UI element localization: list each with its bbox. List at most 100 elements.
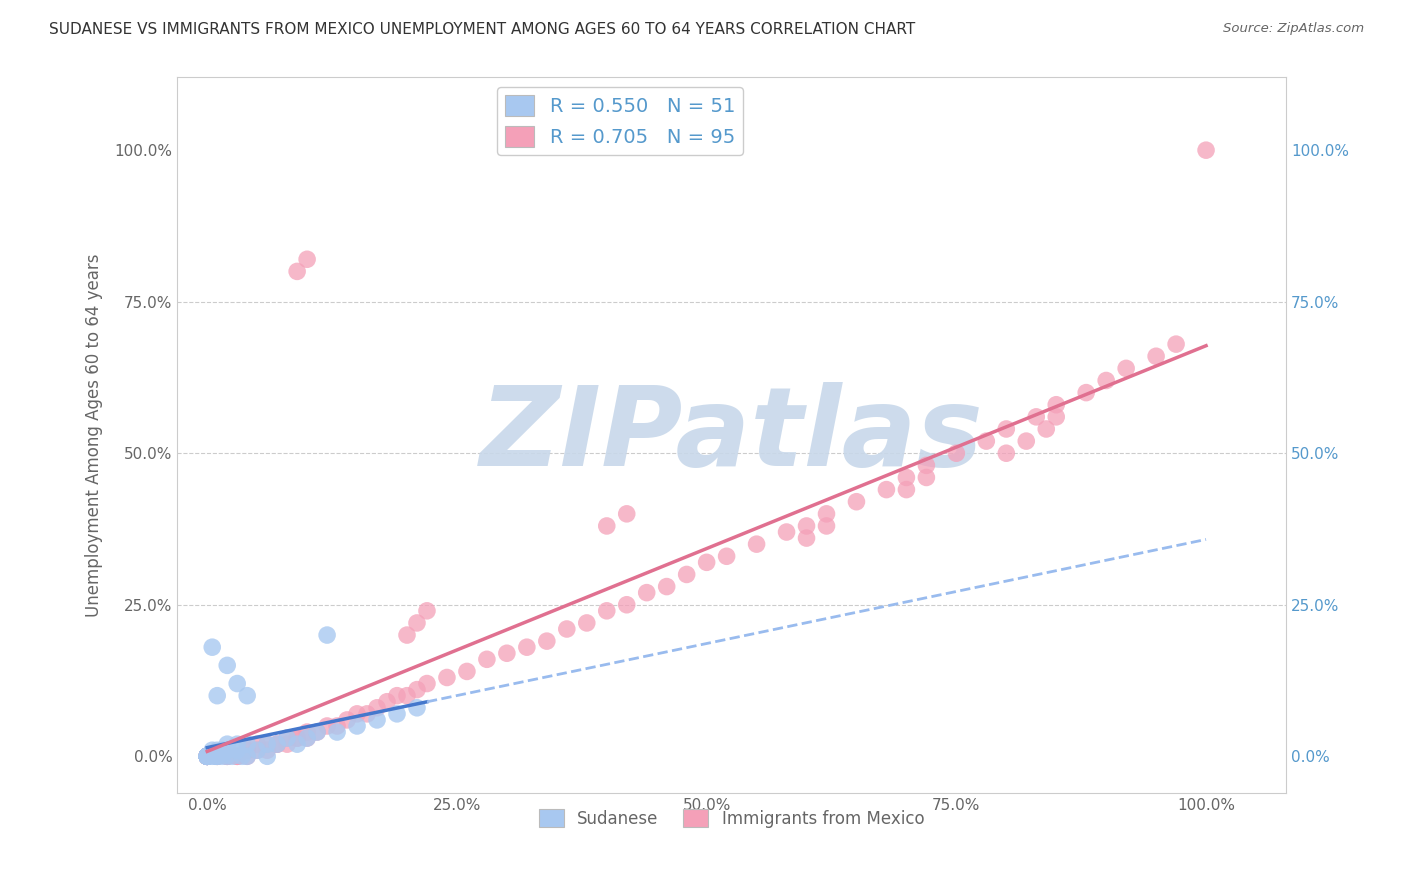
Point xyxy=(226,749,249,764)
Point xyxy=(226,737,249,751)
Legend: Sudanese, Immigrants from Mexico: Sudanese, Immigrants from Mexico xyxy=(531,803,931,834)
Point xyxy=(266,737,288,751)
Point xyxy=(221,749,243,764)
Point xyxy=(195,749,218,764)
Point xyxy=(775,524,797,539)
Point xyxy=(205,749,228,764)
Point xyxy=(195,749,218,764)
Point xyxy=(1164,337,1187,351)
Point xyxy=(395,628,418,642)
Point xyxy=(266,737,288,751)
Point xyxy=(236,749,259,764)
Point xyxy=(195,749,218,764)
Point xyxy=(195,749,218,764)
Point xyxy=(295,725,318,739)
Point xyxy=(226,749,249,764)
Point xyxy=(195,749,218,764)
Point xyxy=(416,604,439,618)
Point xyxy=(1076,385,1098,400)
Text: SUDANESE VS IMMIGRANTS FROM MEXICO UNEMPLOYMENT AMONG AGES 60 TO 64 YEARS CORREL: SUDANESE VS IMMIGRANTS FROM MEXICO UNEMP… xyxy=(49,22,915,37)
Point xyxy=(201,749,224,764)
Point xyxy=(346,706,368,721)
Point xyxy=(915,458,938,473)
Point xyxy=(815,519,838,533)
Point xyxy=(1035,422,1057,436)
Point xyxy=(596,519,619,533)
Point xyxy=(326,725,349,739)
Point xyxy=(745,537,768,551)
Point xyxy=(336,713,359,727)
Point xyxy=(1045,398,1067,412)
Point xyxy=(217,749,239,764)
Text: Source: ZipAtlas.com: Source: ZipAtlas.com xyxy=(1223,22,1364,36)
Point xyxy=(307,725,329,739)
Point xyxy=(195,749,218,764)
Point xyxy=(195,749,218,764)
Point xyxy=(596,604,619,618)
Point xyxy=(195,749,218,764)
Point xyxy=(316,719,339,733)
Point xyxy=(205,749,228,764)
Point xyxy=(236,689,259,703)
Text: ZIPatlas: ZIPatlas xyxy=(479,382,983,489)
Point xyxy=(356,706,378,721)
Point xyxy=(226,749,249,764)
Point xyxy=(1015,434,1038,449)
Point xyxy=(995,446,1018,460)
Point xyxy=(217,749,239,764)
Point xyxy=(326,719,349,733)
Point xyxy=(226,676,249,690)
Point xyxy=(295,731,318,745)
Point xyxy=(246,743,269,757)
Point xyxy=(845,494,868,508)
Point xyxy=(406,615,429,630)
Point xyxy=(456,665,478,679)
Point xyxy=(205,749,228,764)
Point xyxy=(205,689,228,703)
Point xyxy=(796,531,818,545)
Point xyxy=(256,737,278,751)
Point xyxy=(205,743,228,757)
Point xyxy=(616,598,638,612)
Point xyxy=(217,749,239,764)
Point xyxy=(195,749,218,764)
Point xyxy=(385,689,408,703)
Point xyxy=(201,743,224,757)
Point xyxy=(436,671,458,685)
Point xyxy=(256,749,278,764)
Point xyxy=(195,749,218,764)
Point xyxy=(236,737,259,751)
Point xyxy=(1095,374,1118,388)
Point xyxy=(406,700,429,714)
Point xyxy=(246,737,269,751)
Point xyxy=(276,737,298,751)
Point xyxy=(307,725,329,739)
Point xyxy=(195,749,218,764)
Point xyxy=(195,749,218,764)
Point xyxy=(236,743,259,757)
Point xyxy=(195,749,218,764)
Point xyxy=(536,634,558,648)
Point xyxy=(276,731,298,745)
Point xyxy=(226,743,249,757)
Point xyxy=(675,567,697,582)
Point xyxy=(1025,409,1047,424)
Point xyxy=(205,749,228,764)
Point xyxy=(236,749,259,764)
Point xyxy=(295,731,318,745)
Point xyxy=(231,749,253,764)
Point xyxy=(696,555,718,569)
Point xyxy=(796,519,818,533)
Point xyxy=(256,737,278,751)
Point xyxy=(217,749,239,764)
Point xyxy=(195,749,218,764)
Point xyxy=(575,615,598,630)
Point xyxy=(375,695,398,709)
Point xyxy=(195,749,218,764)
Point xyxy=(195,749,218,764)
Point xyxy=(195,749,218,764)
Point xyxy=(896,483,918,497)
Point xyxy=(1144,349,1167,363)
Point xyxy=(555,622,578,636)
Point xyxy=(366,700,388,714)
